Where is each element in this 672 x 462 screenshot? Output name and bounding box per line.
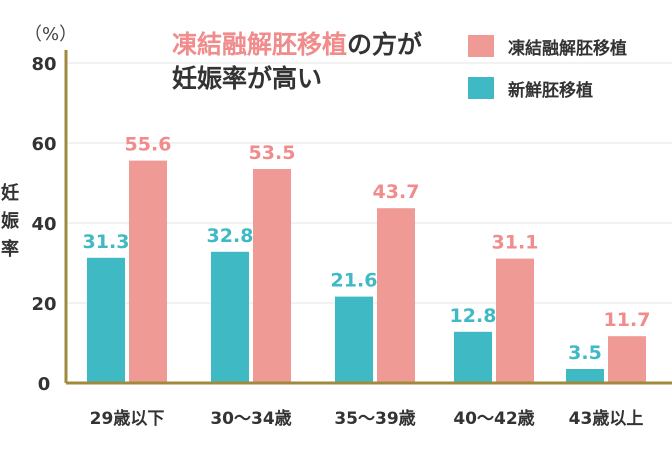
legend-swatch-fresh xyxy=(468,77,494,99)
data-label-frozen: 43.7 xyxy=(373,181,420,203)
title-rest: の方が xyxy=(347,30,423,59)
y-axis-label: 妊 娠 率 xyxy=(0,180,20,264)
y-tick-label: 20 xyxy=(31,294,56,315)
x-tick-label: 40〜42歳 xyxy=(453,408,534,429)
bar-fresh xyxy=(87,257,125,382)
y-axis-label-char: 娠 xyxy=(1,211,19,232)
bar-frozen xyxy=(129,160,167,382)
bar-frozen xyxy=(377,208,415,382)
y-tick-label: 80 xyxy=(31,54,56,75)
data-label-frozen: 55.6 xyxy=(125,134,172,156)
legend-item-frozen: 凍結融解胚移植 xyxy=(468,34,627,59)
data-label-fresh: 32.8 xyxy=(207,225,254,247)
bar-fresh xyxy=(566,369,604,382)
data-label-frozen: 11.7 xyxy=(604,309,651,331)
data-label-frozen: 31.1 xyxy=(492,232,539,254)
x-tick-label: 35〜39歳 xyxy=(334,408,415,429)
data-label-frozen: 53.5 xyxy=(249,142,296,164)
y-tick-label: 0 xyxy=(38,374,51,395)
y-tick-label: 40 xyxy=(31,214,56,235)
chart-title: 凍結融解胚移植の方が 妊娠率が高い xyxy=(172,28,422,96)
y-tick-label: 60 xyxy=(31,134,56,155)
data-label-fresh: 3.5 xyxy=(568,342,602,364)
title-line2: 妊娠率が高い xyxy=(172,64,323,93)
data-label-fresh: 31.3 xyxy=(83,231,130,253)
x-tick-label: 30〜34歳 xyxy=(210,408,291,429)
legend-label-frozen: 凍結融解胚移植 xyxy=(508,38,627,59)
legend-swatch-frozen xyxy=(468,35,494,57)
y-axis-label-char: 率 xyxy=(1,239,19,260)
title-highlight: 凍結融解胚移植 xyxy=(172,30,348,59)
bar-fresh xyxy=(211,251,249,382)
bar-fresh xyxy=(454,331,492,382)
x-tick-label: 43歳以上 xyxy=(569,408,644,429)
data-label-fresh: 12.8 xyxy=(450,305,497,327)
legend-label-fresh: 新鮮胚移植 xyxy=(508,80,593,101)
bar-fresh xyxy=(335,296,373,382)
x-tick-label: 29歳以下 xyxy=(90,408,165,429)
bar-frozen xyxy=(608,336,646,382)
bar-frozen xyxy=(253,169,291,382)
y-axis-label-char: 妊 xyxy=(1,183,19,204)
y-axis-unit: （%） xyxy=(24,24,78,45)
bar-frozen xyxy=(496,258,534,382)
data-label-fresh: 21.6 xyxy=(331,270,378,292)
legend: 凍結融解胚移植 新鮮胚移植 xyxy=(468,34,627,118)
legend-item-fresh: 新鮮胚移植 xyxy=(468,76,627,101)
